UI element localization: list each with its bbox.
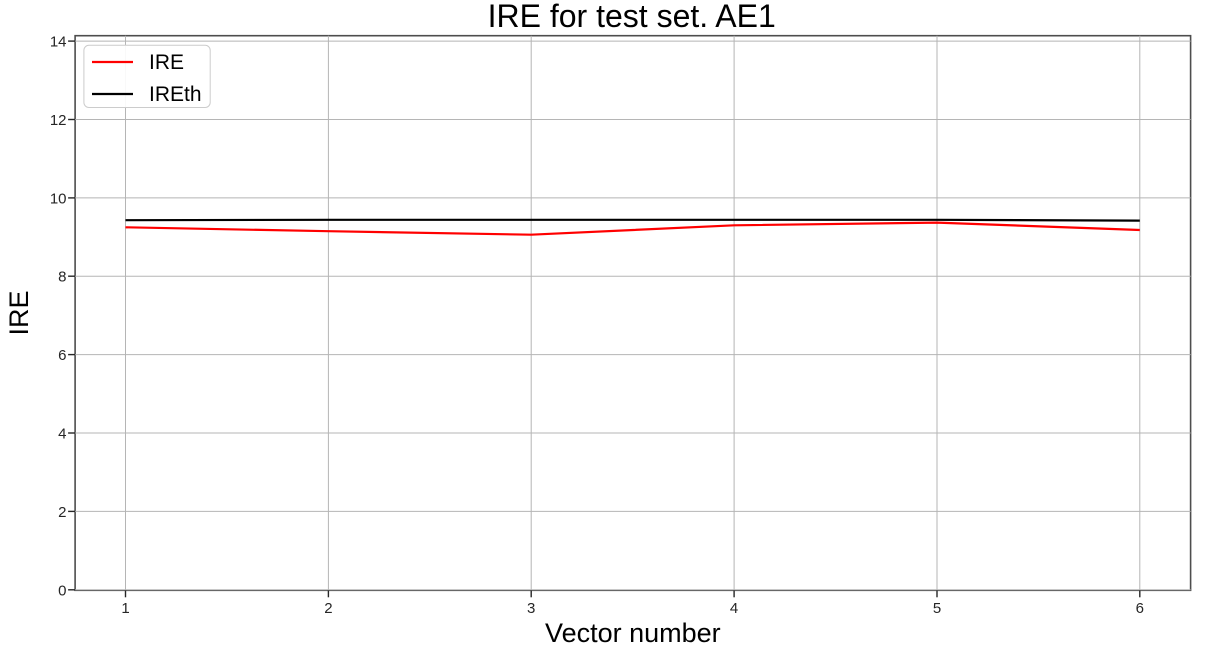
svg-text:12: 12 [50, 112, 67, 129]
svg-text:10: 10 [50, 190, 67, 207]
svg-text:IRE for test set. AE1: IRE for test set. AE1 [488, 0, 776, 34]
svg-text:4: 4 [730, 600, 738, 617]
svg-text:IREth: IREth [149, 83, 202, 106]
svg-text:0: 0 [58, 582, 66, 599]
svg-text:Vector number: Vector number [545, 618, 721, 648]
svg-text:2: 2 [58, 504, 66, 521]
svg-text:5: 5 [933, 600, 941, 617]
svg-text:6: 6 [1136, 600, 1144, 617]
svg-text:2: 2 [324, 600, 332, 617]
svg-text:4: 4 [58, 426, 66, 443]
svg-text:IRE: IRE [149, 51, 184, 74]
svg-text:14: 14 [50, 34, 67, 51]
svg-text:8: 8 [58, 269, 66, 286]
svg-text:6: 6 [58, 347, 66, 364]
svg-text:1: 1 [121, 600, 129, 617]
svg-text:3: 3 [527, 600, 535, 617]
svg-text:IRE: IRE [4, 290, 34, 335]
